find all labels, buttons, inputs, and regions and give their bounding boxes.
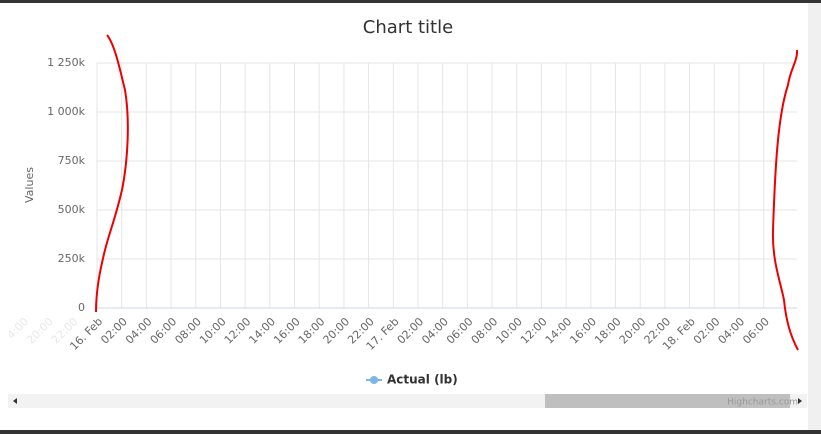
- y-tick-label: 250k: [58, 252, 86, 265]
- x-tick-label: 02:00: [691, 315, 723, 347]
- legend-marker: [370, 376, 378, 384]
- x-tick-label: 20:00: [24, 315, 56, 347]
- x-tick-label: 06:00: [148, 315, 180, 347]
- chart-title: Chart title: [363, 17, 453, 38]
- x-tick-label: 02:00: [395, 315, 427, 347]
- legend[interactable]: Actual (lb): [366, 373, 458, 387]
- y-tick-label: 750k: [58, 154, 86, 167]
- y-tick-label: 1 000k: [47, 105, 85, 118]
- x-tick-label: 06:00: [740, 315, 772, 347]
- annotation-stroke: [771, 49, 799, 351]
- x-tick-label: 14:00: [543, 315, 575, 347]
- page-scrollbar: [808, 3, 821, 430]
- x-tick-label: 20:00: [321, 315, 353, 347]
- scroll-right[interactable]: [798, 398, 802, 404]
- annotation-stroke: [95, 34, 129, 313]
- y-tick-label: 0: [78, 301, 85, 314]
- x-tick-label: 10:00: [493, 315, 525, 347]
- x-tick-label: 18:00: [592, 315, 624, 347]
- x-tick-label: 08:00: [172, 315, 204, 347]
- x-tick-label: 14:00: [246, 315, 278, 347]
- x-tick-label: 12:00: [518, 315, 550, 347]
- x-tick-label: 06:00: [444, 315, 476, 347]
- scrollbar-thumb[interactable]: [545, 394, 790, 408]
- x-tick-label: 04:00: [419, 315, 451, 347]
- x-tick-label: 04:00: [716, 315, 748, 347]
- x-tick-label: 04:00: [123, 315, 155, 347]
- x-tick-label: 16:00: [271, 315, 303, 347]
- credits[interactable]: Highcharts.com: [727, 398, 798, 408]
- x-tick-label: 20:00: [617, 315, 649, 347]
- x-tick-label: 08:00: [469, 315, 501, 347]
- y-tick-label: 1 250k: [47, 56, 85, 69]
- y-axis-title: Values: [23, 167, 36, 203]
- y-tick-label: 500k: [58, 203, 86, 216]
- bottom-border: [0, 430, 821, 434]
- x-tick-label: 12:00: [222, 315, 254, 347]
- legend-label[interactable]: Actual (lb): [387, 373, 458, 387]
- scroll-left[interactable]: [13, 398, 17, 404]
- x-tick-label: 16:00: [567, 315, 599, 347]
- x-tick-label: 18:00: [296, 315, 328, 347]
- top-border: [0, 0, 821, 3]
- x-tick-label: 10:00: [197, 315, 229, 347]
- x-tick-label: 02:00: [98, 315, 130, 347]
